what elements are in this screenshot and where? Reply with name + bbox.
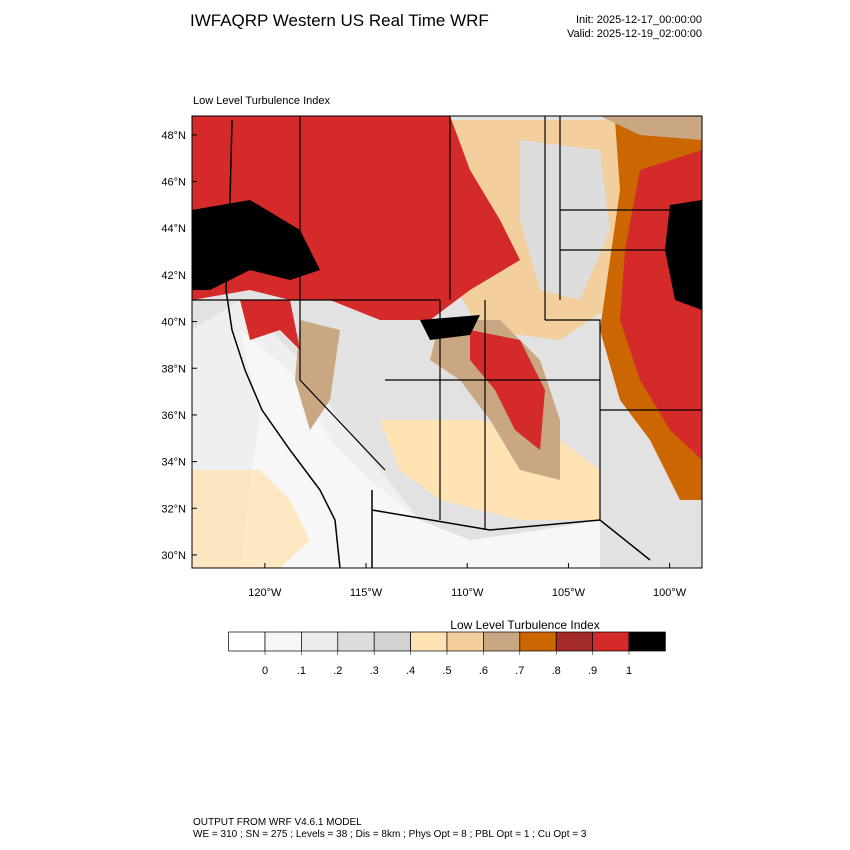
map-field bbox=[192, 116, 702, 568]
map-title: Low Level Turbulence Index bbox=[193, 95, 330, 107]
colorbar-box bbox=[628, 631, 666, 652]
colorbar-label: 1 bbox=[626, 665, 632, 677]
colorbar-box bbox=[592, 631, 630, 652]
x-tick-label: 110°W bbox=[451, 587, 484, 599]
y-tick-label: 32°N bbox=[161, 503, 186, 515]
y-tick-label: 48°N bbox=[161, 130, 186, 142]
y-tick-label: 44°N bbox=[161, 223, 186, 235]
init-time: Init: 2025-12-17_00:00:00 bbox=[576, 14, 702, 26]
colorbar-box bbox=[301, 631, 339, 652]
colorbar-label: .5 bbox=[442, 665, 451, 677]
footer-line: WE = 310 ; SN = 275 ; Levels = 38 ; Dis … bbox=[193, 829, 587, 840]
colorbar-title: Low Level Turbulence Index bbox=[450, 618, 599, 632]
y-tick-label: 46°N bbox=[161, 177, 186, 189]
colorbar-box bbox=[519, 631, 557, 652]
title: IWFAQRP Western US Real Time WRF bbox=[190, 11, 489, 30]
colorbar-label: .1 bbox=[297, 665, 306, 677]
colorbar-box bbox=[555, 631, 593, 652]
colorbar-label: .2 bbox=[333, 665, 342, 677]
y-tick-label: 30°N bbox=[161, 550, 186, 562]
colorbar-box bbox=[483, 631, 521, 652]
y-tick-label: 38°N bbox=[161, 363, 186, 375]
map-frame bbox=[191, 115, 703, 569]
colorbar-box bbox=[337, 631, 375, 652]
colorbar-label: .9 bbox=[588, 665, 597, 677]
colorbar-label: .6 bbox=[479, 665, 488, 677]
colorbar-label: .3 bbox=[370, 665, 379, 677]
y-tick-label: 42°N bbox=[161, 270, 186, 282]
y-tick-label: 34°N bbox=[161, 457, 186, 469]
y-tick-label: 40°N bbox=[161, 317, 186, 329]
colorbar-label: .4 bbox=[406, 665, 415, 677]
x-tick-label: 105°W bbox=[552, 587, 586, 599]
colorbar-box bbox=[446, 631, 484, 652]
colorbar-box bbox=[228, 631, 266, 652]
x-tick-label: 100°W bbox=[653, 587, 687, 599]
footer-line: OUTPUT FROM WRF V4.6.1 MODEL bbox=[193, 817, 362, 828]
colorbar-label: .7 bbox=[515, 665, 524, 677]
colorbar-box bbox=[410, 631, 448, 652]
colorbar-box bbox=[373, 631, 411, 652]
colorbar-label: 0 bbox=[262, 665, 268, 677]
colorbar: 0 .1 .2 .3 .4 .5 .6 .7 .8 .9 1 bbox=[228, 631, 666, 677]
colorbar-box bbox=[264, 631, 302, 652]
colorbar-label: .8 bbox=[552, 665, 561, 677]
x-tick-label: 120°W bbox=[248, 587, 282, 599]
valid-time: Valid: 2025-12-19_02:00:00 bbox=[567, 28, 702, 40]
y-tick-label: 36°N bbox=[161, 410, 186, 422]
x-tick-label: 115°W bbox=[350, 587, 383, 599]
